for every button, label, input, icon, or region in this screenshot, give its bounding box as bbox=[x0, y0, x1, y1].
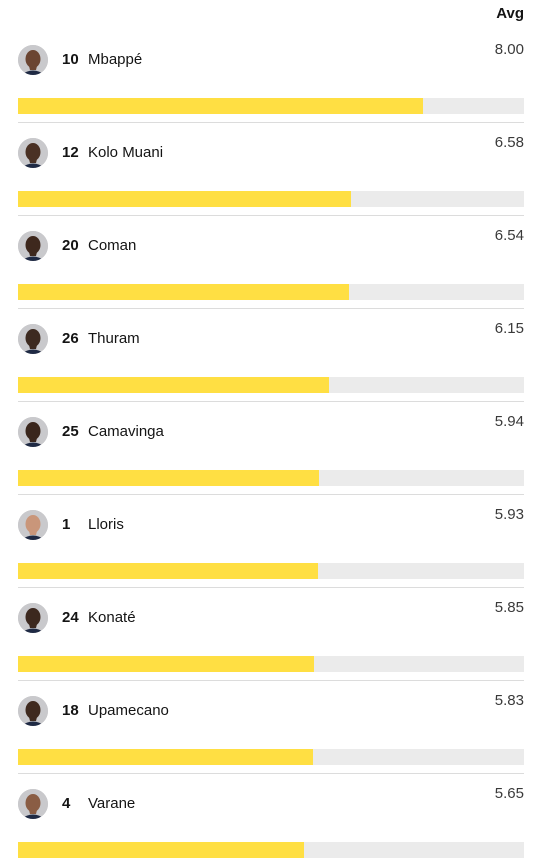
player-avatar bbox=[18, 231, 48, 261]
player-avatar bbox=[18, 603, 48, 633]
player-ratings-list: 10 Mbappé 8.00 12 Kolo Muani 6.58 bbox=[0, 30, 554, 866]
average-rating: 5.83 bbox=[494, 692, 524, 709]
player-avatar bbox=[18, 510, 48, 540]
player-name: Mbappé bbox=[88, 51, 143, 68]
player-row: 25 Camavinga 5.94 bbox=[18, 402, 524, 495]
avg-column-label: Avg bbox=[496, 5, 524, 22]
rating-bar-fill bbox=[18, 656, 314, 672]
player-row: 20 Coman 6.54 bbox=[18, 216, 524, 309]
shirt-number: 25 bbox=[62, 423, 79, 440]
player-avatar bbox=[18, 417, 48, 447]
player-row: 10 Mbappé 8.00 bbox=[18, 30, 524, 123]
average-rating: 5.85 bbox=[494, 599, 524, 616]
shirt-number: 10 bbox=[62, 51, 79, 68]
average-rating: 5.93 bbox=[494, 506, 524, 523]
average-rating: 6.58 bbox=[494, 134, 524, 151]
rating-bar-track bbox=[18, 656, 524, 672]
rating-bar-track bbox=[18, 284, 524, 300]
player-avatar bbox=[18, 45, 48, 75]
ratings-header: Avg bbox=[0, 0, 554, 30]
rating-bar-track bbox=[18, 377, 524, 393]
rating-bar-track bbox=[18, 470, 524, 486]
player-name: Kolo Muani bbox=[88, 144, 164, 161]
rating-bar-track bbox=[18, 563, 524, 579]
rating-bar-track bbox=[18, 842, 524, 858]
player-name: Thuram bbox=[88, 330, 140, 347]
rating-bar-track bbox=[18, 749, 524, 765]
player-avatar bbox=[18, 696, 48, 726]
average-rating: 5.65 bbox=[494, 785, 524, 802]
average-rating: 6.15 bbox=[494, 320, 524, 337]
shirt-number: 20 bbox=[62, 237, 79, 254]
shirt-number: 24 bbox=[62, 609, 79, 626]
rating-bar-track bbox=[18, 191, 524, 207]
player-name: Upamecano bbox=[88, 702, 169, 719]
shirt-number: 26 bbox=[62, 330, 79, 347]
rating-bar-fill bbox=[18, 749, 313, 765]
player-row: 1 Lloris 5.93 bbox=[18, 495, 524, 588]
average-rating: 6.54 bbox=[494, 227, 524, 244]
average-rating: 5.94 bbox=[494, 413, 524, 430]
player-avatar bbox=[18, 789, 48, 819]
player-name: Varane bbox=[88, 795, 136, 812]
shirt-number: 12 bbox=[62, 144, 79, 161]
player-name: Konaté bbox=[88, 609, 136, 626]
shirt-number: 1 bbox=[62, 516, 71, 533]
shirt-number: 4 bbox=[62, 795, 71, 812]
player-row: 26 Thuram 6.15 bbox=[18, 309, 524, 402]
rating-bar-fill bbox=[18, 470, 319, 486]
player-avatar bbox=[18, 324, 48, 354]
player-row: 24 Konaté 5.85 bbox=[18, 588, 524, 681]
shirt-number: 18 bbox=[62, 702, 79, 719]
player-row: 12 Kolo Muani 6.58 bbox=[18, 123, 524, 216]
rating-bar-fill bbox=[18, 377, 330, 393]
player-name: Coman bbox=[88, 237, 137, 254]
player-row: 18 Upamecano 5.83 bbox=[18, 681, 524, 774]
rating-bar-fill bbox=[18, 563, 319, 579]
rating-bar-fill bbox=[18, 284, 349, 300]
player-name: Lloris bbox=[88, 516, 124, 533]
rating-bar-fill bbox=[18, 191, 351, 207]
rating-bar-track bbox=[18, 98, 524, 114]
player-name: Camavinga bbox=[88, 423, 164, 440]
average-rating: 8.00 bbox=[494, 41, 524, 58]
player-row: 4 Varane 5.65 bbox=[18, 774, 524, 866]
rating-bar-fill bbox=[18, 842, 304, 858]
rating-bar-fill bbox=[18, 98, 423, 114]
player-avatar bbox=[18, 138, 48, 168]
